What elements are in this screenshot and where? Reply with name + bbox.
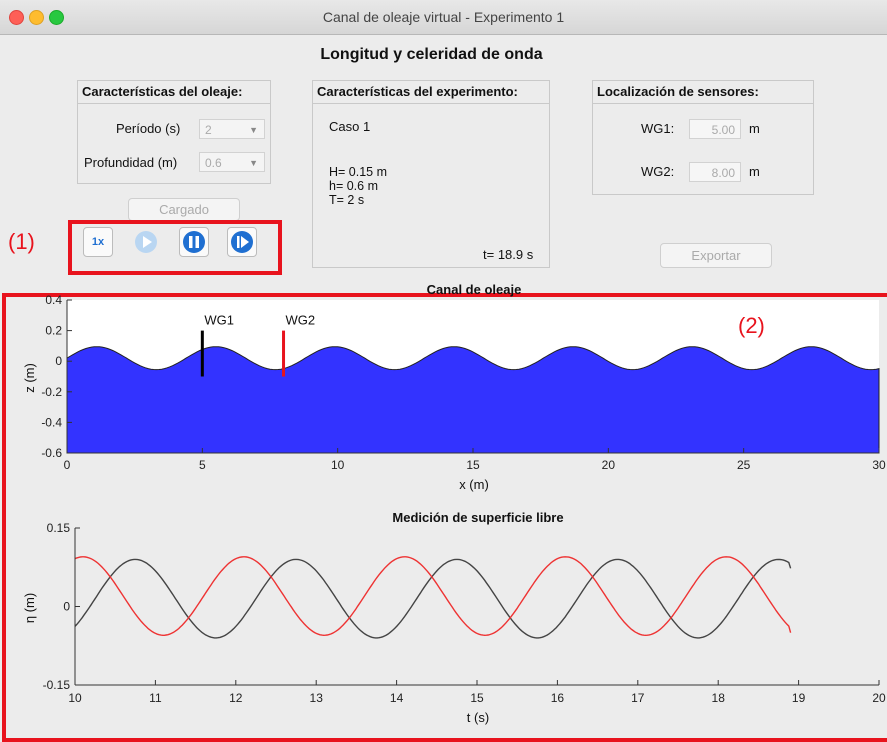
depth-dropdown[interactable]: 0.6 ▼: [199, 152, 265, 172]
chevron-down-icon: ▼: [249, 158, 258, 168]
wg2-label: WG2:: [641, 164, 675, 179]
close-window-button[interactable]: [9, 10, 24, 25]
period-label: Período (s): [116, 121, 181, 136]
period-dropdown[interactable]: 2 ▼: [199, 119, 265, 139]
zoom-window-button[interactable]: [49, 10, 64, 25]
sensor-panel-title: Localización de sensores:: [593, 81, 813, 104]
wg2-unit: m: [749, 164, 760, 179]
play-button[interactable]: [131, 227, 161, 257]
speed-button[interactable]: 1x: [83, 227, 113, 257]
minimize-window-button[interactable]: [29, 10, 44, 25]
chevron-down-icon: ▼: [249, 125, 258, 135]
wg1-unit: m: [749, 121, 760, 136]
page-title: Longitud y celeridad de onda: [320, 46, 543, 63]
wave-panel-title: Características del oleaje:: [78, 81, 270, 104]
annotation-box-2: [2, 293, 887, 742]
period-value: 2: [205, 123, 212, 137]
pause-button[interactable]: [179, 227, 209, 257]
window-title: Canal de oleaje virtual - Experimento 1: [322, 9, 565, 25]
experiment-panel: Características del experimento: Caso 1 …: [312, 80, 550, 268]
play-icon: [135, 231, 157, 253]
period-text: T= 2 s: [329, 193, 365, 207]
load-button[interactable]: Cargado: [128, 198, 240, 221]
wg1-label: WG1:: [641, 121, 675, 136]
pause-icon: [183, 231, 205, 253]
speed-label: 1x: [91, 236, 105, 248]
depth-label: Profundidad (m): [84, 155, 178, 170]
export-button[interactable]: Exportar: [660, 243, 772, 268]
case-label: Caso 1: [329, 119, 371, 134]
elapsed-time: t= 18.9 s: [483, 247, 534, 262]
annotation-label-1: (1): [8, 229, 35, 254]
wg1-position-input[interactable]: 5.00: [689, 119, 741, 139]
depth-text: h= 0.6 m: [329, 179, 378, 193]
wg2-position-input[interactable]: 8.00: [689, 162, 741, 182]
experiment-panel-title: Características del experimento:: [313, 81, 549, 104]
annotation-box-1: [68, 220, 282, 275]
wave-characteristics-panel: Características del oleaje: Período (s) …: [77, 80, 271, 184]
sensor-location-panel: Localización de sensores: WG1: 5.00 m WG…: [592, 80, 814, 195]
depth-value: 0.6: [205, 156, 222, 170]
wave-height-text: H= 0.15 m: [329, 165, 388, 179]
annotation-label-2: (2): [738, 313, 765, 338]
step-forward-button[interactable]: [227, 227, 257, 257]
window-titlebar: Canal de oleaje virtual - Experimento 1: [0, 0, 887, 35]
step-forward-icon: [231, 231, 253, 253]
